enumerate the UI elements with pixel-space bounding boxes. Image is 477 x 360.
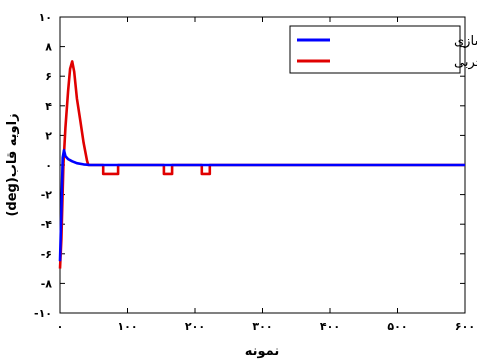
legend-box <box>289 25 461 74</box>
y-tick-label: -۶ <box>41 248 52 261</box>
x-tick-label: ۲۰۰ <box>185 320 205 333</box>
legend-label-experimental: داده های تجربی <box>454 55 477 70</box>
y-tick-label: -۲ <box>41 189 53 202</box>
y-tick-label: ۶ <box>45 70 52 83</box>
y-tick-label: ۰ <box>45 159 52 172</box>
x-tick-label: ۵۰۰ <box>387 320 407 333</box>
x-tick-label: ۴۰۰ <box>320 320 340 333</box>
y-tick-label: ۱۰ <box>39 11 52 24</box>
x-tick-label: ۰ <box>57 320 64 333</box>
y-tick-label: ۸ <box>45 41 52 54</box>
y-tick-label: -۱۰ <box>34 307 52 320</box>
y-axis-label: زاویه قاب(deg) <box>5 113 20 216</box>
x-tick-label: ۳۰۰ <box>252 320 272 333</box>
y-tick-label: -۴ <box>41 218 53 231</box>
y-tick-label: ۴ <box>45 100 52 113</box>
x-tick-label: ۱۰۰ <box>117 320 137 333</box>
y-tick-label: -۸ <box>41 277 53 290</box>
series-line-simulation <box>58 148 465 262</box>
legend: نتایج شبیه سازی داده های تجربی <box>289 25 477 74</box>
legend-label-simulation: نتایج شبیه سازی <box>454 34 477 49</box>
x-tick-label: ۶۰۰ <box>455 320 475 333</box>
axis-ticks: ۰ ۱۰۰ ۲۰۰ ۳۰۰ ۴۰۰ ۵۰۰ ۶۰۰ ۱۰ ۸ ۶ ۴ ۲ ۰ -۲ -۴ -۶ -۸ -۱۰ <box>34 11 475 333</box>
y-tick-label: ۲ <box>45 129 52 142</box>
series-layer <box>58 60 465 269</box>
x-axis-label: نمونه <box>245 344 280 359</box>
